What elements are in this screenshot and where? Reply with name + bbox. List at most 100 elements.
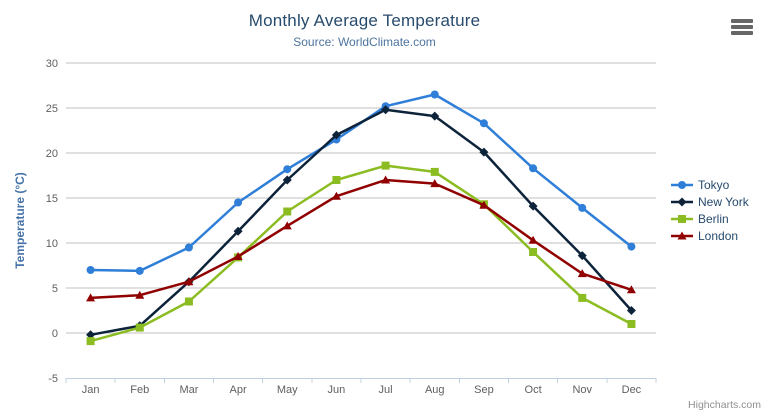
legend-label-berlin: Berlin (698, 211, 729, 226)
data-point[interactable] (626, 285, 636, 294)
legend: Tokyo New York Berlin London (671, 176, 749, 244)
highcharts-credits-link[interactable]: Highcharts.com (688, 399, 761, 411)
data-point[interactable] (430, 179, 440, 188)
data-point[interactable] (528, 201, 538, 211)
data-point[interactable] (430, 167, 439, 176)
data-point[interactable] (86, 293, 96, 302)
y-axis-title: Temperature (°C) (13, 172, 27, 269)
data-point[interactable] (381, 175, 391, 184)
data-point[interactable] (234, 198, 243, 207)
data-point[interactable] (282, 175, 292, 185)
data-point[interactable] (577, 251, 587, 261)
data-point[interactable] (381, 161, 390, 170)
legend-circle-icon (671, 180, 693, 189)
series-line-tokyo[interactable] (89, 93, 633, 273)
legend-item-new-york[interactable]: New York (671, 193, 749, 210)
data-point[interactable] (626, 306, 636, 315)
x-axis-label: Nov (572, 384, 592, 396)
data-point[interactable] (430, 111, 440, 121)
series-line-new-york[interactable] (89, 108, 633, 337)
data-point (677, 197, 687, 206)
data-point[interactable] (479, 119, 488, 128)
x-axis-ticks (65, 378, 657, 383)
data-point[interactable] (282, 221, 292, 230)
data-point[interactable] (184, 297, 193, 306)
data-point (677, 231, 687, 239)
data-point[interactable] (627, 320, 636, 328)
y-axis-labels: -5 0 5 10 15 20 25 30 (46, 58, 58, 385)
y-gridlines (66, 62, 656, 334)
x-axis-label: May (277, 384, 298, 396)
data-point[interactable] (627, 242, 636, 251)
data-point[interactable] (479, 200, 489, 209)
legend-triangle-icon (671, 231, 693, 239)
x-axis-label: Aug (425, 384, 445, 396)
chart-subtitle: Source: WorldClimate.com (293, 35, 436, 49)
data-point[interactable] (529, 164, 538, 173)
data-point[interactable] (528, 235, 538, 244)
y-axis-label: 20 (46, 148, 58, 160)
data-point[interactable] (578, 293, 587, 302)
legend-item-london[interactable]: London (671, 227, 749, 244)
data-point[interactable] (184, 243, 193, 252)
legend-label-london: London (698, 228, 739, 243)
x-axis-label: Sep (474, 384, 494, 396)
data-point[interactable] (283, 207, 292, 216)
data-point[interactable] (331, 130, 341, 140)
legend-item-berlin[interactable]: Berlin (671, 210, 749, 227)
data-point[interactable] (331, 191, 341, 200)
data-point[interactable] (86, 330, 96, 340)
y-axis-label: 0 (52, 328, 58, 340)
data-point[interactable] (578, 203, 587, 212)
legend-square-icon (671, 214, 693, 223)
data-point[interactable] (332, 176, 341, 184)
series-line-london[interactable] (89, 178, 633, 300)
x-axis-label: Dec (622, 384, 642, 396)
legend-diamond-icon (671, 197, 693, 206)
data-point[interactable] (86, 266, 95, 274)
data-point[interactable] (184, 277, 194, 286)
data-point[interactable] (479, 147, 489, 157)
x-axis-labels: Jan Feb Mar Apr May Jun Jul Aug Sep Oct Nov Dec (82, 384, 642, 396)
data-point[interactable] (135, 290, 145, 299)
x-axis-label: Jan (82, 384, 100, 396)
series-berlin (86, 161, 636, 346)
data-point[interactable] (86, 337, 95, 346)
series-tokyo (86, 90, 636, 275)
data-point[interactable] (233, 252, 243, 260)
x-axis-label: Feb (130, 384, 149, 396)
series-new-york (86, 105, 636, 340)
y-axis-label: 30 (46, 58, 58, 70)
series-line-berlin[interactable] (89, 164, 633, 343)
data-point[interactable] (135, 323, 144, 332)
x-axis-label: Apr (230, 384, 247, 396)
legend-label-tokyo: Tokyo (698, 177, 730, 192)
chart-title: Monthly Average Temperature (248, 11, 481, 30)
y-axis-label: 10 (46, 238, 58, 250)
x-axis-label: Jun (328, 384, 346, 396)
chart-context-menu-button[interactable] (730, 19, 754, 37)
legend-label-new-york: New York (698, 194, 749, 209)
data-point (678, 214, 686, 223)
data-point[interactable] (233, 226, 243, 236)
data-point[interactable] (529, 248, 538, 256)
hamburger-icon (731, 31, 753, 35)
y-axis-label: -5 (48, 373, 58, 385)
x-axis-label: Jul (379, 384, 393, 396)
x-axis-label: Mar (179, 384, 198, 396)
hamburger-icon (731, 19, 753, 23)
y-axis-label: 5 (52, 283, 58, 295)
data-point[interactable] (430, 90, 439, 99)
legend-item-tokyo[interactable]: Tokyo (671, 176, 749, 193)
x-axis-label: Oct (525, 384, 542, 396)
y-axis-label: 25 (46, 103, 58, 115)
hamburger-icon (731, 25, 753, 29)
data-point[interactable] (577, 269, 587, 278)
data-point[interactable] (381, 105, 391, 115)
data-point[interactable] (135, 266, 144, 275)
data-point (678, 180, 686, 189)
data-point[interactable] (283, 165, 292, 174)
series-london (86, 175, 636, 302)
